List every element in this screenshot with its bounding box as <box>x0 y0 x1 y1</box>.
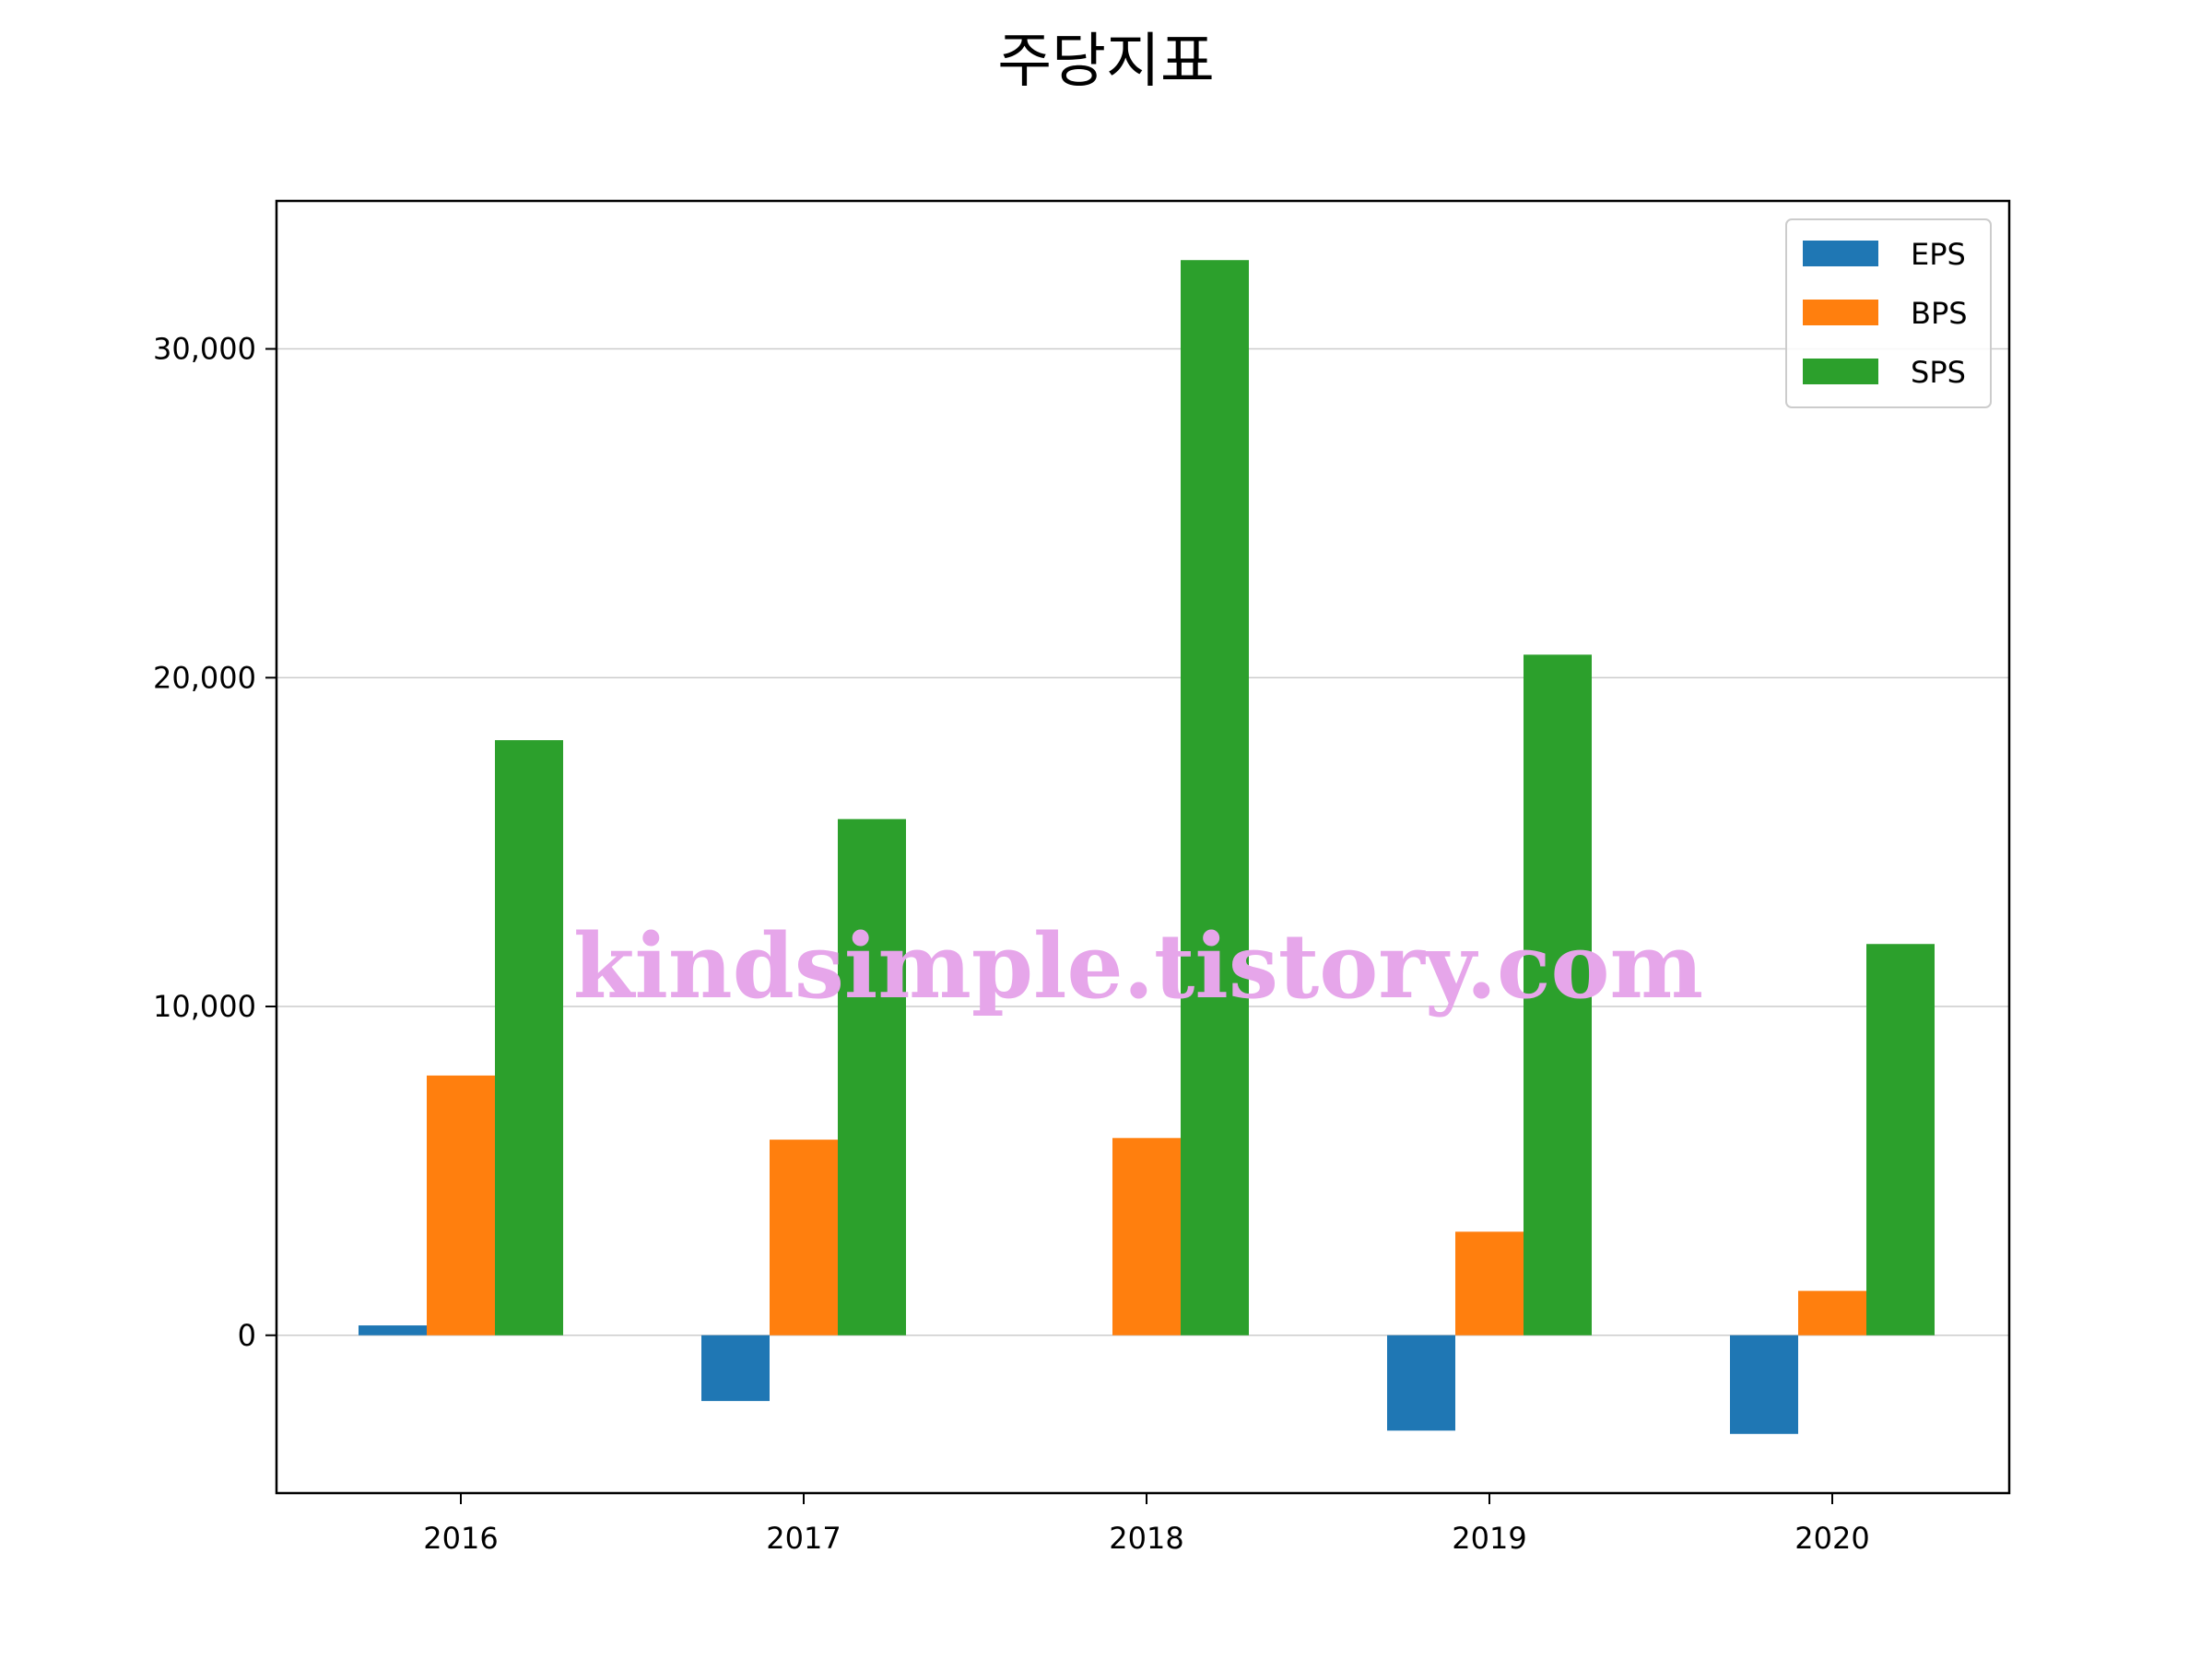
bar-bps-2020 <box>1798 1290 1866 1335</box>
y-tick-label: 20,000 <box>153 660 256 695</box>
legend-label-sps: SPS <box>1911 355 1966 390</box>
legend-swatch-sps <box>1803 359 1878 384</box>
x-tick-label: 2018 <box>1109 1521 1183 1556</box>
legend-swatch-eps <box>1803 241 1878 266</box>
plot-frame <box>275 199 2011 1495</box>
x-tick-label: 2017 <box>766 1521 841 1556</box>
bars <box>359 260 1935 1434</box>
bar-eps-2016 <box>359 1325 427 1335</box>
bar-eps-2019 <box>1387 1335 1455 1431</box>
x-tick-label: 2016 <box>423 1521 498 1556</box>
legend-label-eps: EPS <box>1911 237 1966 272</box>
watermark: kindsimple.tistory.com <box>573 914 1703 1018</box>
legend-label-bps: BPS <box>1911 296 1968 331</box>
bar-eps-2017 <box>701 1335 770 1402</box>
x-tick-label: 2019 <box>1452 1521 1526 1556</box>
legend-swatch-bps <box>1803 300 1878 325</box>
bar-sps-2020 <box>1866 944 1935 1335</box>
bar-bps-2017 <box>770 1139 838 1335</box>
bar-sps-2019 <box>1524 654 1592 1335</box>
bar-bps-2019 <box>1455 1231 1524 1335</box>
bar-sps-2016 <box>495 740 563 1335</box>
x-tick-label: 2020 <box>1794 1521 1869 1556</box>
y-tick-label: 30,000 <box>153 332 256 367</box>
legend: EPS BPS SPS <box>1785 218 1992 408</box>
bar-bps-2016 <box>427 1075 495 1335</box>
bar-bps-2018 <box>1112 1137 1181 1335</box>
bar-eps-2020 <box>1730 1335 1798 1434</box>
x-axis: 2016 2017 2018 2019 2020 <box>423 1493 1870 1556</box>
y-axis: 0 10,000 20,000 30,000 <box>153 332 276 1353</box>
chart-title: 주당지표 <box>997 28 1215 96</box>
y-tick-label: 10,000 <box>153 989 256 1024</box>
bar-sps-2018 <box>1181 260 1249 1335</box>
y-tick-label: 0 <box>238 1318 256 1353</box>
bar-sps-2017 <box>838 818 906 1335</box>
